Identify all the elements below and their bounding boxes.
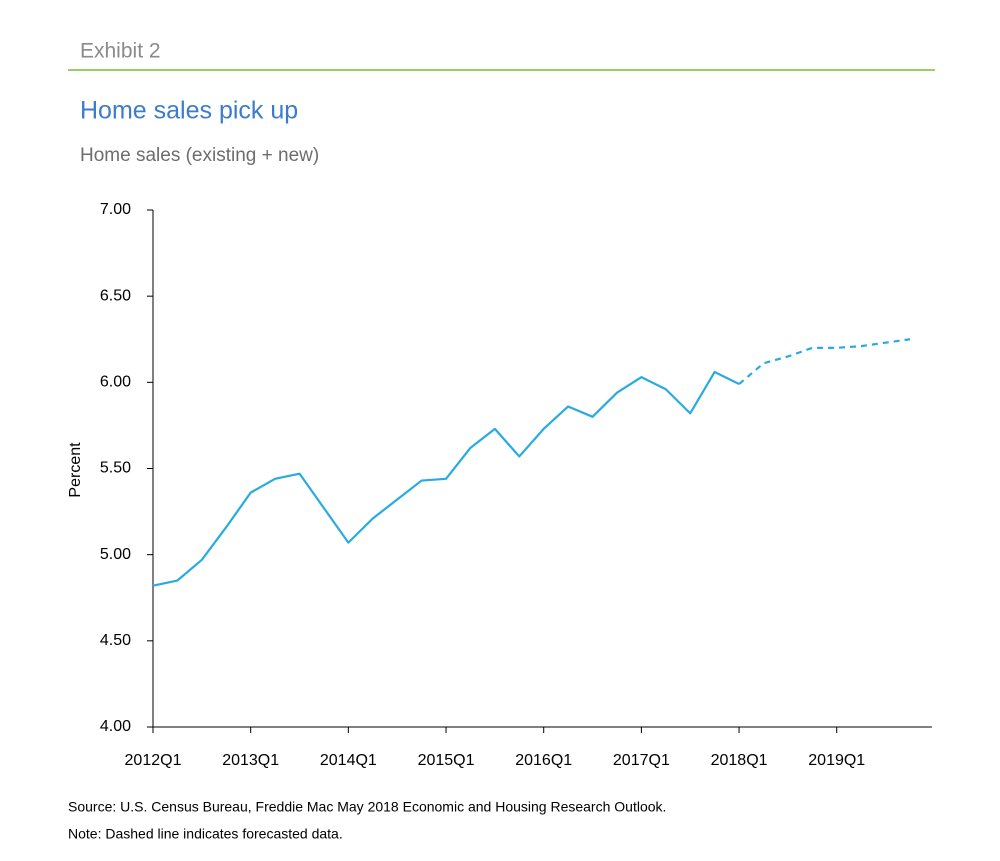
y-tick-label: 5.00 (100, 546, 131, 563)
y-axis-label: Percent (67, 442, 84, 498)
data-line (738, 338, 911, 385)
chart-title: Home sales pick up (80, 97, 298, 125)
y-tick-label: 6.50 (100, 287, 131, 304)
x-tick-label: 2018Q1 (711, 752, 768, 769)
y-tick-label: 4.00 (100, 718, 131, 735)
y-tick-label: 6.00 (100, 374, 131, 391)
y-tick-label: 7.00 (100, 201, 131, 218)
x-tick-label: 2016Q1 (515, 752, 572, 769)
data-line (152, 370, 740, 587)
exhibit-label: Exhibit 2 (80, 40, 161, 63)
y-tick-label: 5.50 (100, 460, 131, 477)
x-tick-label: 2013Q1 (222, 752, 279, 769)
y-tick-label: 4.50 (100, 632, 131, 649)
chart-subtitle: Home sales (existing + new) (80, 145, 319, 166)
source-note: Source: U.S. Census Bureau, Freddie Mac … (68, 799, 666, 815)
x-tick-label: 2015Q1 (418, 752, 475, 769)
x-tick-label: 2014Q1 (320, 752, 377, 769)
x-tick-label: 2012Q1 (125, 752, 182, 769)
x-tick-label: 2017Q1 (613, 752, 670, 769)
x-tick-label: 2019Q1 (808, 752, 865, 769)
forecast-note: Note: Dashed line indicates forecasted d… (68, 826, 343, 842)
